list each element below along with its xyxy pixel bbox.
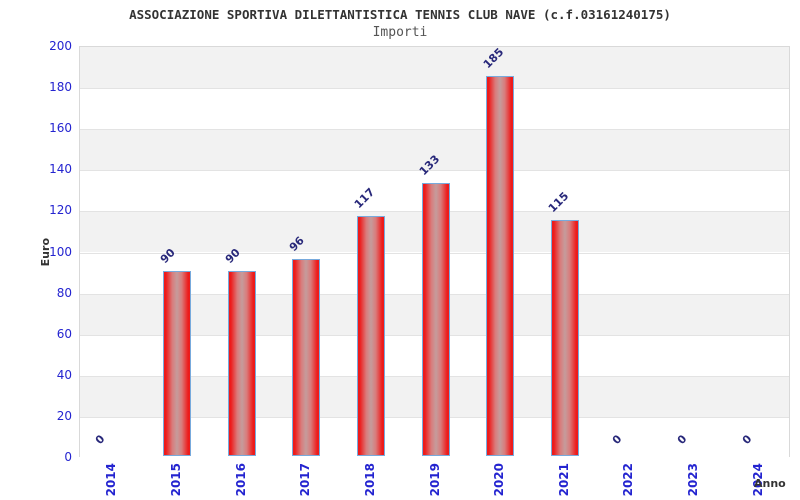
y-tick-label-100: 100 <box>49 244 72 259</box>
chart-plot-area: 0 90 90 96 117 133 185 115 0 0 0 <box>79 45 790 458</box>
gridline <box>80 129 789 131</box>
x-tick-label-2019: 2019 <box>427 463 442 497</box>
bar-2017 <box>292 258 321 456</box>
plot-band <box>80 88 789 130</box>
y-tick-label-180: 180 <box>49 80 72 95</box>
y-tick-label-40: 40 <box>56 367 72 382</box>
y-tick-label-20: 20 <box>56 408 72 423</box>
bar-2019 <box>421 182 450 456</box>
bar-2020 <box>486 75 515 456</box>
x-tick-label-2018: 2018 <box>362 463 377 497</box>
x-tick-label-2017: 2017 <box>298 463 313 497</box>
gridline <box>80 88 789 90</box>
x-tick-label-2021: 2021 <box>556 463 571 497</box>
y-tick-label-160: 160 <box>49 121 72 136</box>
y-axis-title: Euro <box>39 238 52 267</box>
chart-subtitle: Importi <box>372 25 428 40</box>
chart-title: ASSOCIAZIONE SPORTIVA DILETTANTISTICA TE… <box>129 7 671 22</box>
y-tick-label-80: 80 <box>56 285 72 300</box>
x-tick-label-2023: 2023 <box>686 463 701 497</box>
plot-band <box>80 129 789 171</box>
x-axis-title: Anno <box>754 477 786 490</box>
x-tick-label-2015: 2015 <box>168 463 183 497</box>
y-tick-label-60: 60 <box>56 326 72 341</box>
y-tick-label-200: 200 <box>49 39 72 53</box>
bar-2016 <box>227 271 256 456</box>
bar-2015 <box>162 271 191 456</box>
x-tick-label-2016: 2016 <box>233 463 248 497</box>
x-tick-label-2014: 2014 <box>104 463 119 497</box>
bar-2018 <box>356 215 385 456</box>
gridline <box>80 170 789 172</box>
y-tick-label-0: 0 <box>64 450 72 464</box>
y-tick-label-140: 140 <box>49 162 72 177</box>
y-tick-label-120: 120 <box>49 203 72 218</box>
x-tick-label-2020: 2020 <box>492 463 507 497</box>
x-tick-label-2022: 2022 <box>621 463 636 497</box>
bar-2021 <box>550 219 579 456</box>
plot-band <box>80 47 789 89</box>
